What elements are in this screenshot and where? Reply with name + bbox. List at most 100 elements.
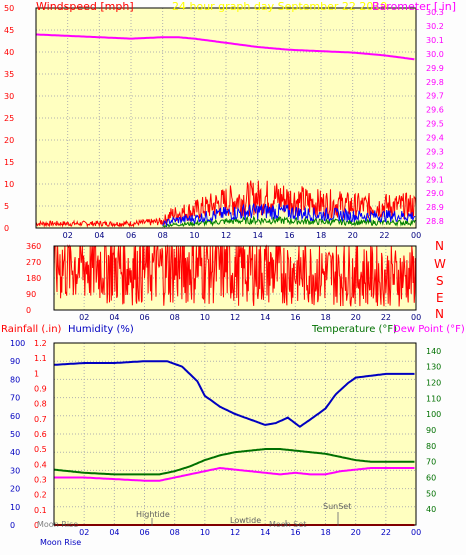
x-tick-label: 12 — [230, 313, 240, 322]
x-tick-label: 08 — [158, 231, 168, 240]
x-tick-label: 20 — [351, 528, 361, 537]
y-left-tick-label: 30 — [10, 466, 20, 475]
y-left-tick-label: 20 — [4, 136, 14, 145]
x-tick-label: 14 — [260, 313, 270, 322]
x-tick-label: 18 — [321, 313, 331, 322]
y-right-tick-label: 29.0 — [426, 189, 444, 198]
x-tick-label: 06 — [126, 231, 136, 240]
y-left-tick-label: 0 — [4, 224, 9, 233]
y-left-tick-label: 0 — [26, 306, 31, 315]
y-right-tick-label: 140 — [426, 347, 441, 356]
x-tick-label: 08 — [170, 528, 180, 537]
x-tick-label: 22 — [381, 313, 391, 322]
y-right-tick-label: 29.3 — [426, 147, 444, 156]
y-left-tick-label: 90 — [26, 290, 36, 299]
wind-panel-frame — [35, 7, 417, 229]
series-wind-blue — [162, 203, 416, 228]
series-barometer — [36, 33, 415, 61]
windspeed-axis-title: Windspeed [mph] — [36, 0, 134, 13]
rainfall-tick-label: 0.8 — [34, 400, 47, 409]
rainfall-tick-label: 1.2 — [34, 339, 47, 348]
x-tick-label: 18 — [321, 528, 331, 537]
y-left-tick-label: 10 — [4, 180, 14, 189]
y-right-tick-label: 28.9 — [426, 203, 444, 212]
x-tick-label: 08 — [170, 313, 180, 322]
rainfall-tick-label: 0.6 — [34, 430, 47, 439]
dewpoint-axis-title: Dew Point (°F) — [393, 324, 465, 335]
x-tick-label: 02 — [63, 231, 73, 240]
temperature-axis-title: Temperature (°F) — [311, 324, 397, 335]
y-left-tick-label: 80 — [10, 375, 20, 384]
rainfall-tick-label: 0.4 — [34, 460, 47, 469]
y-right-tick-label: 80 — [426, 442, 436, 451]
y-left-tick-label: 60 — [10, 412, 20, 421]
lowtide-event: Lowtide — [230, 516, 261, 525]
y-left-tick-label: 0 — [10, 521, 15, 530]
x-tick-label: 12 — [221, 231, 231, 240]
barometer-axis-title: Barometer [.in] — [372, 0, 456, 13]
compass-west: W — [434, 257, 446, 271]
y-left-tick-label: 20 — [10, 485, 20, 494]
y-right-tick-label: 50 — [426, 489, 436, 498]
rainfall-tick-label: 1.1 — [34, 354, 47, 363]
x-tick-label: 22 — [379, 231, 389, 240]
x-tick-label: 06 — [140, 313, 150, 322]
y-left-tick-label: 50 — [4, 4, 14, 13]
y-right-tick-label: 60 — [426, 474, 436, 483]
date-title: 24 hour graph day September 22 2019 — [172, 0, 387, 13]
y-left-tick-label: 90 — [10, 357, 20, 366]
y-right-tick-label: 30.0 — [426, 50, 444, 59]
direction-panel-frame — [53, 245, 417, 311]
y-right-tick-label: 29.7 — [426, 92, 444, 101]
rainfall-tick-label: 0.7 — [34, 415, 47, 424]
x-tick-label: 06 — [140, 528, 150, 537]
y-left-tick-label: 180 — [26, 274, 41, 283]
x-tick-label: 12 — [230, 528, 240, 537]
sunset-event: SunSet — [323, 502, 351, 511]
moon-rise-bottom-event: Moon Rise — [40, 538, 81, 547]
y-right-tick-label: 29.1 — [426, 175, 444, 184]
y-right-tick-label: 100 — [426, 410, 441, 419]
y-right-tick-label: 120 — [426, 379, 441, 388]
y-right-tick-label: 40 — [426, 505, 436, 514]
y-right-tick-label: 30.3 — [426, 8, 444, 17]
compass-east: E — [436, 291, 444, 305]
y-right-tick-label: 110 — [426, 394, 441, 403]
hightide-event: Hightide — [136, 510, 170, 519]
x-tick-label: 16 — [290, 313, 300, 322]
x-tick-label: 14 — [253, 231, 263, 240]
y-left-tick-label: 360 — [26, 242, 41, 251]
x-tick-label: 04 — [109, 528, 119, 537]
y-right-tick-label: 28.8 — [426, 217, 444, 226]
series-temperature — [53, 448, 415, 476]
x-tick-label: 00 — [411, 231, 421, 240]
x-tick-label: 16 — [284, 231, 294, 240]
y-left-tick-label: 40 — [4, 48, 14, 57]
series-wind-green — [162, 215, 416, 228]
humidity-panel-frame — [53, 342, 417, 526]
rainfall-tick-label: 0.2 — [34, 491, 47, 500]
y-left-tick-label: 270 — [26, 258, 41, 267]
rainfall-tick-label: 1 — [34, 369, 39, 378]
series-windspeed — [35, 180, 417, 228]
compass-south: S — [436, 274, 444, 288]
rainfall-tick-label: 0 — [34, 521, 39, 530]
y-left-tick-label: 50 — [10, 430, 20, 439]
y-left-tick-label: 100 — [10, 339, 25, 348]
x-tick-label: 00 — [411, 528, 421, 537]
y-left-tick-label: 30 — [4, 92, 14, 101]
x-tick-label: 10 — [189, 231, 199, 240]
y-right-tick-label: 29.2 — [426, 161, 444, 170]
compass-north-top: N — [435, 239, 444, 253]
y-left-tick-label: 5 — [4, 202, 9, 211]
rainfall-tick-label: 0.5 — [34, 445, 47, 454]
x-tick-label: 02 — [79, 528, 89, 537]
x-tick-label: 20 — [351, 313, 361, 322]
x-tick-label: 02 — [79, 313, 89, 322]
y-left-tick-label: 35 — [4, 70, 14, 79]
y-left-tick-label: 15 — [4, 158, 14, 167]
series-dew-point — [54, 466, 415, 482]
y-right-tick-label: 90 — [426, 426, 436, 435]
